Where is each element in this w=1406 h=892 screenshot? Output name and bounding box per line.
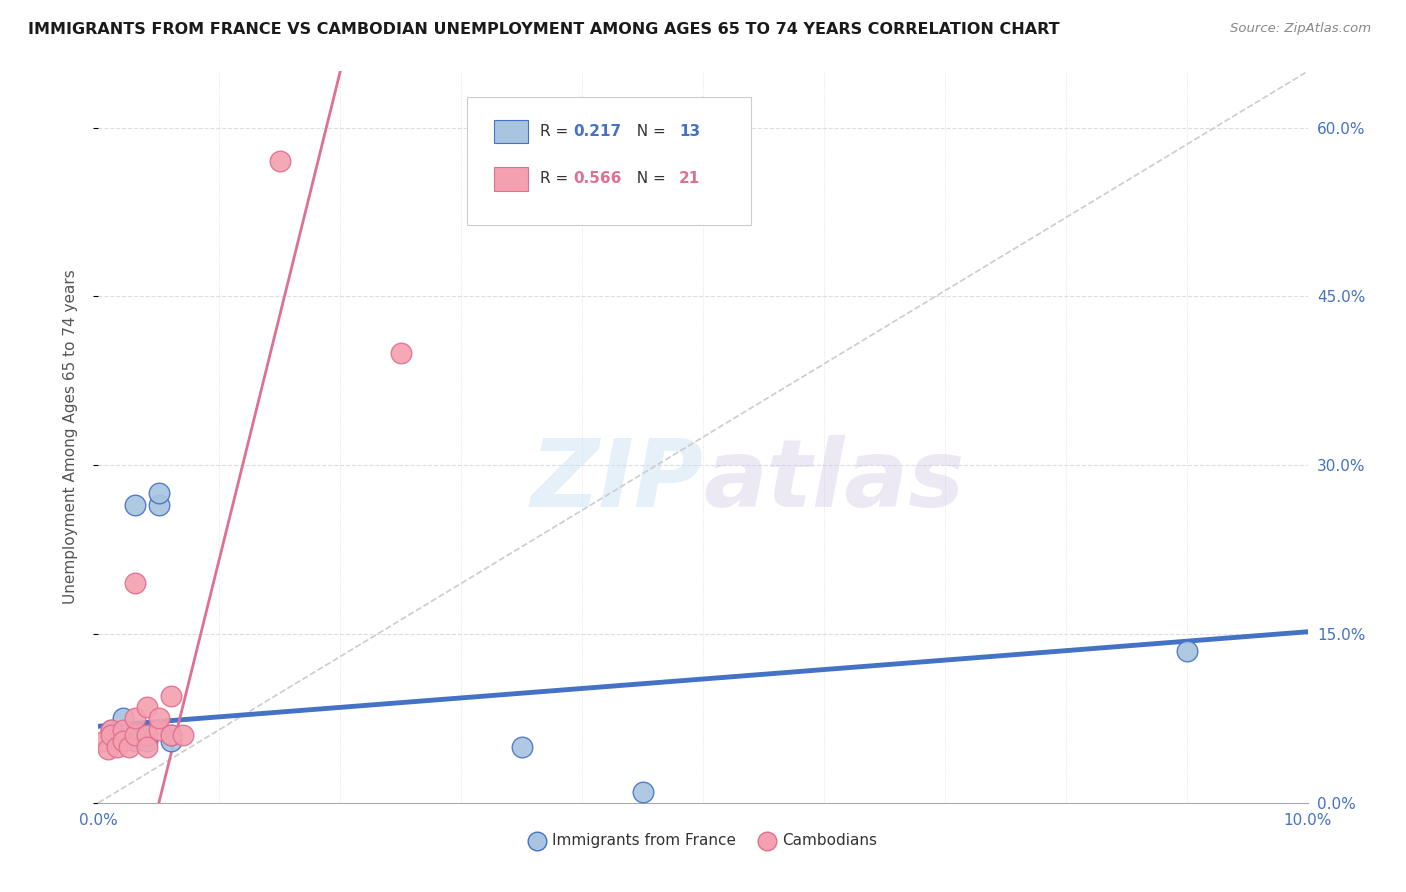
Point — [135, 734, 157, 748]
Point — [93, 734, 115, 748]
Text: N =: N = — [627, 124, 671, 139]
Point — [124, 498, 146, 512]
Text: atlas: atlas — [703, 435, 965, 527]
Point — [160, 734, 183, 748]
Point — [105, 739, 128, 754]
Bar — [494, 120, 527, 143]
Text: 21: 21 — [679, 171, 700, 186]
Point — [111, 734, 134, 748]
FancyBboxPatch shape — [467, 97, 751, 225]
Text: N =: N = — [627, 171, 671, 186]
Point — [389, 345, 412, 359]
Text: Source: ZipAtlas.com: Source: ZipAtlas.com — [1230, 22, 1371, 36]
Point — [111, 711, 134, 725]
Text: ZIP: ZIP — [530, 435, 703, 527]
Point — [100, 728, 122, 742]
Point — [160, 689, 183, 703]
Point — [135, 728, 157, 742]
Text: 0.217: 0.217 — [574, 124, 621, 139]
Point — [148, 711, 170, 725]
Point — [631, 784, 654, 798]
Point — [124, 728, 146, 742]
Point — [172, 728, 194, 742]
Legend: Immigrants from France, Cambodians: Immigrants from France, Cambodians — [523, 827, 883, 854]
Point — [148, 498, 170, 512]
Text: 0.566: 0.566 — [574, 171, 621, 186]
Point — [1175, 644, 1198, 658]
Point — [111, 723, 134, 737]
Point — [510, 739, 533, 754]
Point — [148, 486, 170, 500]
Point — [160, 728, 183, 742]
Point — [118, 739, 141, 754]
Text: IMMIGRANTS FROM FRANCE VS CAMBODIAN UNEMPLOYMENT AMONG AGES 65 TO 74 YEARS CORRE: IMMIGRANTS FROM FRANCE VS CAMBODIAN UNEM… — [28, 22, 1060, 37]
Point — [160, 728, 183, 742]
Point — [97, 741, 120, 756]
Y-axis label: Unemployment Among Ages 65 to 74 years: Unemployment Among Ages 65 to 74 years — [63, 269, 77, 605]
Point — [100, 723, 122, 737]
Text: R =: R = — [540, 171, 572, 186]
Point — [124, 711, 146, 725]
Bar — [494, 167, 527, 191]
Text: R =: R = — [540, 124, 572, 139]
Point — [148, 723, 170, 737]
Point — [124, 734, 146, 748]
Point — [135, 700, 157, 714]
Point — [100, 723, 122, 737]
Point — [135, 728, 157, 742]
Point — [124, 576, 146, 591]
Point — [269, 154, 291, 169]
Point — [135, 739, 157, 754]
Text: 13: 13 — [679, 124, 700, 139]
